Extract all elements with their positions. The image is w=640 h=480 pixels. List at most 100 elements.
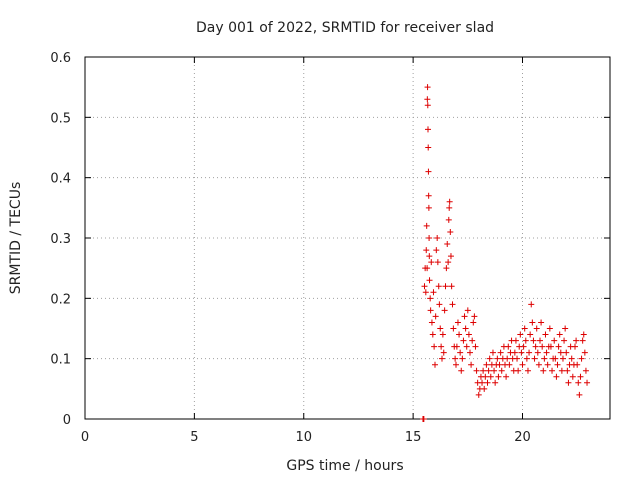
data-point <box>420 416 427 422</box>
x-tick-labels: 0 5 10 15 20 <box>81 430 531 445</box>
data-point <box>537 337 543 344</box>
data-point <box>526 349 533 356</box>
data-point <box>480 367 487 374</box>
data-point <box>425 204 432 211</box>
data-point <box>468 361 475 368</box>
data-point <box>535 361 542 368</box>
grid <box>85 57 610 419</box>
data-point <box>460 337 467 344</box>
y-tick-label: 0.3 <box>50 232 71 247</box>
data-point <box>432 313 439 320</box>
data-point <box>459 355 466 362</box>
data-point <box>446 204 453 211</box>
data-point <box>564 367 571 374</box>
data-point <box>440 349 447 356</box>
data-point <box>529 319 536 326</box>
data-point <box>445 216 452 223</box>
axis-ticks <box>84 56 610 420</box>
data-point <box>506 361 513 368</box>
x-tick-label: 5 <box>190 430 198 445</box>
data-point <box>424 265 431 272</box>
data-point <box>473 367 480 374</box>
data-point <box>423 247 430 254</box>
data-point <box>561 337 568 344</box>
data-point <box>448 283 455 290</box>
data-point <box>573 337 580 344</box>
data-point <box>542 331 549 338</box>
data-point <box>434 259 441 266</box>
data-point <box>481 385 488 392</box>
data-point <box>438 343 445 350</box>
data-point <box>541 355 548 362</box>
data-point <box>449 301 456 308</box>
data-point <box>486 355 493 362</box>
data-point <box>505 343 512 350</box>
data-point <box>421 283 428 290</box>
data-point <box>464 307 471 314</box>
data-point <box>524 367 531 374</box>
data-point <box>527 331 534 338</box>
y-tick-label: 0.6 <box>50 51 71 66</box>
data-point <box>479 379 486 386</box>
data-point <box>491 367 498 374</box>
data-point <box>492 379 499 386</box>
y-tick-label: 0.4 <box>50 172 71 187</box>
data-point <box>430 289 437 296</box>
data-point <box>563 349 570 356</box>
data-point <box>434 235 441 241</box>
data-point <box>577 373 584 380</box>
data-point <box>540 367 547 374</box>
data-point <box>441 307 448 314</box>
data-point <box>428 259 435 266</box>
data-point <box>437 325 444 332</box>
data-point <box>569 373 576 380</box>
x-tick-label: 15 <box>405 430 422 445</box>
data-point <box>555 343 562 350</box>
data-point <box>427 295 434 302</box>
data-point <box>582 367 589 374</box>
data-point <box>558 367 565 374</box>
data-point <box>472 343 479 350</box>
data-point <box>495 373 502 380</box>
data-point <box>533 325 540 332</box>
data-point <box>442 283 449 290</box>
data-point <box>457 349 464 356</box>
data-point <box>471 313 478 320</box>
data-point <box>485 367 492 374</box>
y-tick-label: 0.2 <box>50 292 71 307</box>
data-point <box>515 367 522 374</box>
x-tick-label: 10 <box>295 430 312 445</box>
data-point <box>469 337 476 344</box>
data-point <box>425 192 432 199</box>
data-point <box>447 228 454 235</box>
x-axis-label: GPS time / hours <box>286 458 403 474</box>
data-point <box>556 331 563 338</box>
data-point <box>579 337 586 344</box>
data-point <box>496 361 503 368</box>
data-point <box>546 325 553 332</box>
data-point <box>453 361 459 368</box>
data-point <box>562 325 569 332</box>
y-tick-label: 0 <box>63 413 71 428</box>
data-point <box>574 361 581 368</box>
data-point <box>538 319 545 326</box>
data-point <box>470 319 477 326</box>
data-point <box>425 144 432 151</box>
data-point <box>559 355 566 362</box>
data-point <box>482 373 489 380</box>
data-point <box>425 126 431 133</box>
data-point <box>439 331 446 338</box>
data-point <box>435 283 442 290</box>
data-point <box>429 331 436 338</box>
data-point <box>453 343 460 350</box>
data-point <box>426 277 433 284</box>
data-point <box>427 307 434 314</box>
data-point <box>431 343 438 350</box>
chart-title: Day 001 of 2022, SRMTID for receiver sla… <box>196 20 494 36</box>
data-point <box>504 355 511 362</box>
data-point <box>531 355 538 362</box>
data-point <box>489 349 496 356</box>
data-point <box>543 349 550 356</box>
data-point <box>523 355 530 362</box>
